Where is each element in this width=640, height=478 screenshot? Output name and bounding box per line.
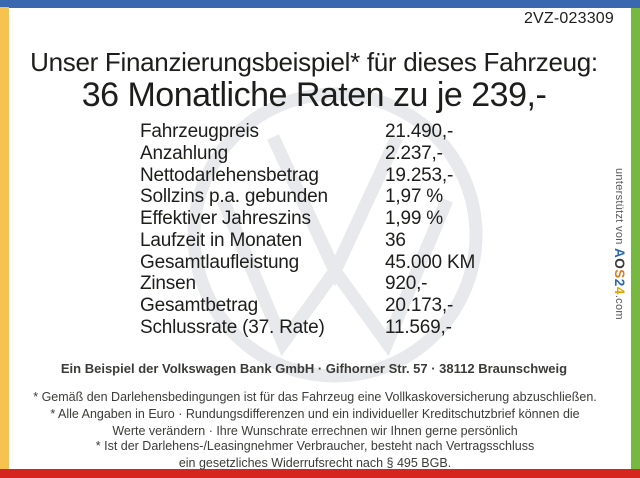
brand-letter: O — [612, 258, 627, 270]
row-label: Zinsen — [140, 273, 196, 295]
row-label: Gesamtlaufleistung — [140, 251, 300, 273]
row-label: Schlussrate (37. Rate) — [140, 317, 325, 339]
row-label: Effektiver Jahreszins — [140, 208, 311, 230]
row-value: 45.000 KM — [385, 251, 476, 273]
row-label: Anzahlung — [140, 142, 228, 164]
row-value: 920,- — [385, 273, 428, 295]
frame-bar-bottom — [0, 469, 640, 478]
brand-letter: A — [612, 248, 627, 259]
row-value: 2.237,- — [385, 142, 443, 164]
offer-rate-headline: 36 Monatliche Raten zu je 239,- — [81, 76, 547, 114]
row-label: Fahrzeugpreis — [140, 120, 259, 142]
offer-title: Unser Finanzierungsbeispiel* für dieses … — [30, 47, 598, 77]
row-value: 20.173,- — [385, 295, 454, 317]
row-label: Laufzeit in Monaten — [140, 229, 303, 251]
brand-suffix: .com — [613, 294, 625, 320]
table-row: Zinsen 920,- — [140, 273, 610, 296]
row-value: 36 — [385, 229, 406, 251]
table-row: Effektiver Jahreszins 1,99 % — [140, 208, 610, 230]
table-row: Nettodarlehensbetrag 19.253,- — [140, 165, 610, 187]
footnote-withdrawal: * Ist der Darlehens-/Leasingnehmer Verbr… — [95, 439, 535, 470]
bank-address-line: Ein Beispiel der Volkswagen Bank GmbH · … — [60, 361, 568, 376]
table-row: Gesamtbetrag 20.173,- — [140, 295, 610, 317]
table-row: Gesamtlaufleistung 45.000 KM — [140, 252, 610, 274]
financing-table: Fahrzeugpreis 21.490,- Anzahlung 2.237,-… — [140, 121, 610, 339]
row-value: 21.490,- — [385, 120, 454, 142]
frame-bar-right — [631, 8, 640, 469]
row-label: Gesamtbetrag — [140, 295, 258, 317]
table-row: Anzahlung 2.237,- — [140, 143, 610, 165]
table-row: Fahrzeugpreis 21.490,- — [140, 121, 610, 143]
supported-by-credit: unterstützt von AOS24.com — [612, 168, 627, 320]
row-label: Sollzins p.a. gebunden — [140, 186, 328, 208]
table-row: Sollzins p.a. gebunden 1,97 % — [140, 186, 610, 208]
row-value: 1,97 % — [385, 186, 443, 208]
brand-letter: 4 — [612, 286, 627, 295]
table-row: Schlussrate (37. Rate) 11.569,- — [140, 317, 610, 339]
supported-by-label: unterstützt von — [613, 168, 625, 249]
row-value: 19.253,- — [385, 164, 454, 186]
table-row: Laufzeit in Monaten 36 — [140, 230, 610, 252]
brand-letter: 2 — [612, 278, 627, 287]
row-value: 1,99 % — [385, 208, 443, 230]
frame-bar-top — [0, 0, 640, 8]
brand-letter: S — [612, 269, 627, 279]
offer-id: 2VZ-023309 — [523, 10, 614, 27]
aos24-logo: AOS24 — [612, 248, 627, 295]
row-value: 11.569,- — [385, 317, 452, 339]
row-label: Nettodarlehensbetrag — [140, 164, 319, 186]
footnote-insurance: * Gemäß den Darlehensbedingungen ist für… — [33, 390, 597, 404]
footnote-rounding: * Alle Angaben in Euro · Rundungsdiffere… — [50, 407, 580, 438]
frame-bar-left — [0, 7, 9, 469]
